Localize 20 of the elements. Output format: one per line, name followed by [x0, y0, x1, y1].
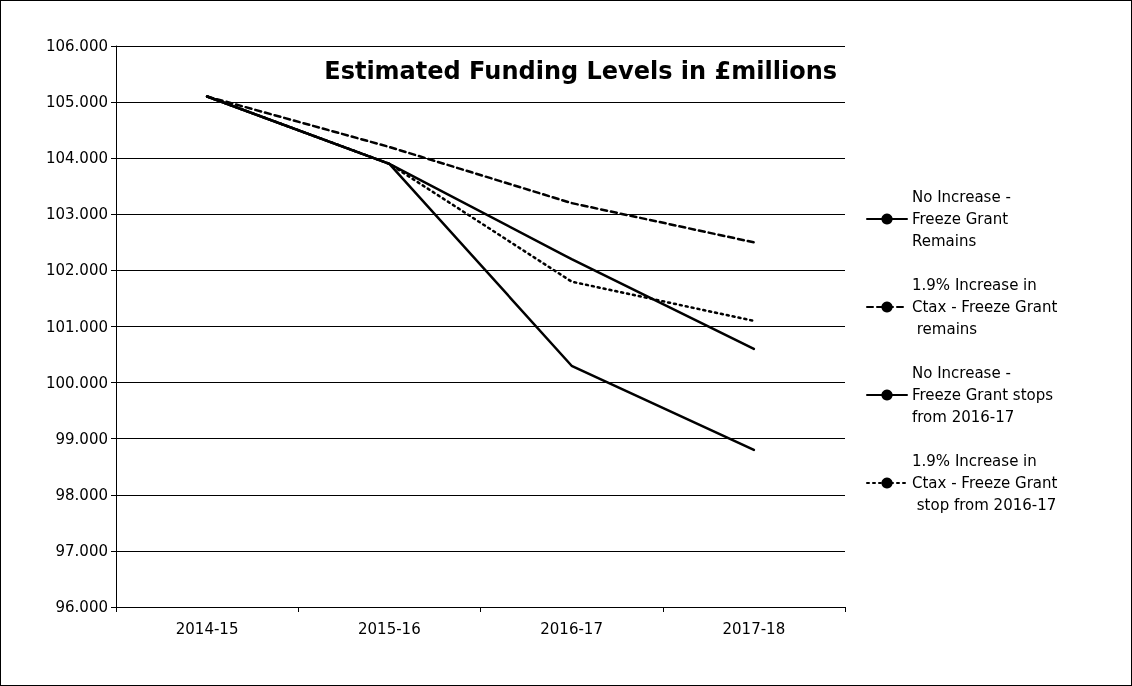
- legend-label: 1.9% Increase in Ctax - Freeze Grant stop from 2016-17: [912, 452, 1058, 514]
- y-tick-label: 102.000: [45, 261, 108, 280]
- x-tick-label: 2014-15: [175, 619, 239, 638]
- y-tick-label: 104.000: [45, 149, 108, 168]
- y-tick-label: 101.000: [45, 317, 108, 336]
- x-tick-label: 2016-17: [540, 619, 603, 638]
- y-tick-label: 103.000: [45, 205, 108, 224]
- y-tick-label: 99.000: [55, 429, 108, 448]
- y-tick-label: 100.000: [45, 373, 108, 392]
- legend-label: No Increase - Freeze Grant stops from 2016-17: [912, 364, 1058, 426]
- legend-label: 1.9% Increase in Ctax - Freeze Grant remains: [912, 276, 1058, 338]
- x-tick-label: 2015-16: [358, 619, 421, 638]
- text: Estimated Funding Levels in £millions: [324, 57, 837, 85]
- y-tick-label: 106.000: [45, 37, 108, 55]
- legend-label: No Increase - Freeze Grant Remains: [912, 188, 1016, 250]
- x-tick-label: 2017-18: [722, 619, 786, 638]
- y-tick-label: 97.000: [55, 541, 108, 560]
- y-tick-label: 96.000: [55, 598, 108, 616]
- y-tick-label: 98.000: [55, 485, 108, 504]
- y-tick-label: 105.000: [45, 93, 108, 112]
